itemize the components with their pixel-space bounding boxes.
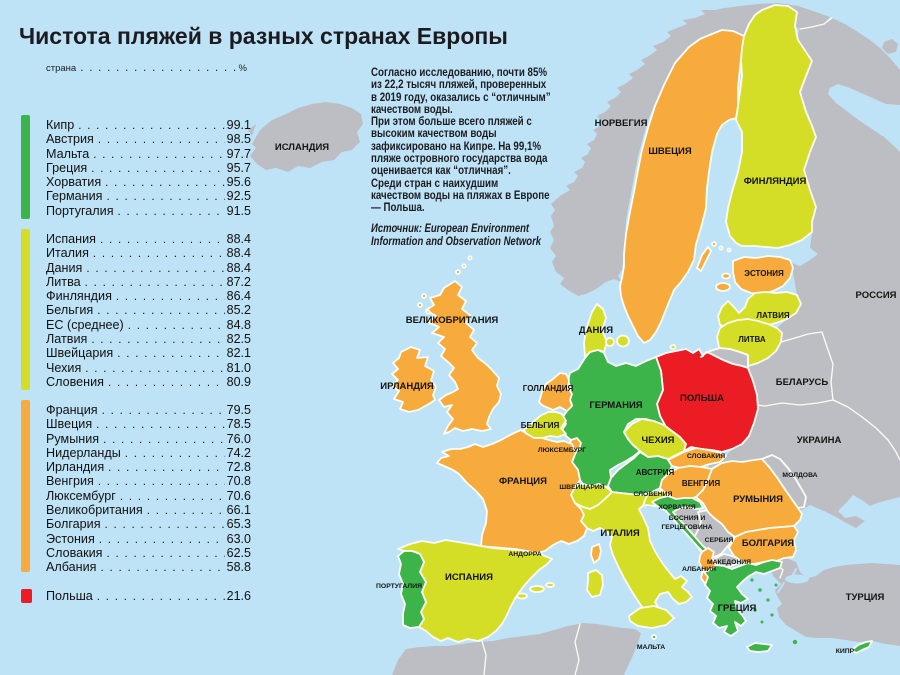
svg-text:ГЕРЦЕГОВИНА: ГЕРЦЕГОВИНА (661, 524, 712, 531)
svg-text:ИРЛАНДИЯ: ИРЛАНДИЯ (380, 381, 434, 392)
svg-text:РУМЫНИЯ: РУМЫНИЯ (733, 494, 783, 505)
svg-text:ИСЛАНДИЯ: ИСЛАНДИЯ (275, 142, 329, 153)
svg-text:ИТАЛИЯ: ИТАЛИЯ (600, 528, 640, 539)
svg-text:УКРАИНА: УКРАИНА (797, 435, 842, 446)
svg-text:МАКЕДОНИЯ: МАКЕДОНИЯ (707, 559, 751, 566)
svg-text:ГЕРМАНИЯ: ГЕРМАНИЯ (589, 400, 642, 411)
svg-text:АНДОРРА: АНДОРРА (508, 551, 541, 558)
svg-text:ТУРЦИЯ: ТУРЦИЯ (846, 592, 885, 603)
svg-text:МОЛДОВА: МОЛДОВА (782, 472, 817, 479)
svg-text:ЛАТВИЯ: ЛАТВИЯ (756, 311, 789, 320)
svg-text:ЛИТВА: ЛИТВА (738, 335, 766, 344)
svg-text:ФИНЛЯНДИЯ: ФИНЛЯНДИЯ (744, 176, 807, 187)
svg-text:БЕЛАРУСЬ: БЕЛАРУСЬ (776, 377, 829, 388)
svg-text:СЛОВАКИЯ: СЛОВАКИЯ (687, 453, 725, 460)
svg-text:ПОЛЬША: ПОЛЬША (680, 393, 724, 404)
svg-text:НОРВЕГИЯ: НОРВЕГИЯ (595, 118, 648, 129)
svg-text:ДАНИЯ: ДАНИЯ (579, 325, 613, 336)
svg-text:ГРЕЦИЯ: ГРЕЦИЯ (718, 603, 757, 614)
svg-text:ХОРВАТИЯ: ХОРВАТИЯ (658, 504, 695, 511)
svg-text:ШВЕЦИЯ: ШВЕЦИЯ (648, 146, 692, 157)
svg-text:БЕЛЬГИЯ: БЕЛЬГИЯ (521, 421, 560, 430)
svg-text:РОССИЯ: РОССИЯ (856, 290, 897, 301)
svg-text:ЛЮКСЕМБУРГ: ЛЮКСЕМБУРГ (538, 447, 586, 454)
svg-text:БОСНИЯ И: БОСНИЯ И (669, 515, 706, 522)
svg-text:ЧЕХИЯ: ЧЕХИЯ (641, 435, 674, 446)
svg-text:АЛБАНИЯ: АЛБАНИЯ (682, 566, 716, 573)
svg-text:ВЕНГРИЯ: ВЕНГРИЯ (682, 479, 721, 488)
svg-text:ЭСТОНИЯ: ЭСТОНИЯ (744, 269, 784, 278)
svg-text:МАЛЬТА: МАЛЬТА (637, 644, 665, 651)
svg-text:СЛОВЕНИЯ: СЛОВЕНИЯ (634, 491, 673, 498)
svg-text:ИСПАНИЯ: ИСПАНИЯ (445, 572, 493, 583)
svg-text:АВСТРИЯ: АВСТРИЯ (636, 468, 675, 477)
svg-text:КИПР: КИПР (836, 648, 855, 655)
svg-text:ФРАНЦИЯ: ФРАНЦИЯ (499, 476, 547, 487)
svg-text:БОЛГАРИЯ: БОЛГАРИЯ (742, 538, 794, 549)
svg-text:СЕРБИЯ: СЕРБИЯ (705, 537, 734, 544)
svg-text:ГОЛЛАНДИЯ: ГОЛЛАНДИЯ (523, 384, 574, 393)
svg-text:ВЕЛИКОБРИТАНИЯ: ВЕЛИКОБРИТАНИЯ (406, 315, 499, 326)
svg-text:ШВЕЙЦАРИЯ: ШВЕЙЦАРИЯ (559, 482, 604, 491)
svg-text:ПОРТУГАЛИЯ: ПОРТУГАЛИЯ (376, 583, 422, 590)
